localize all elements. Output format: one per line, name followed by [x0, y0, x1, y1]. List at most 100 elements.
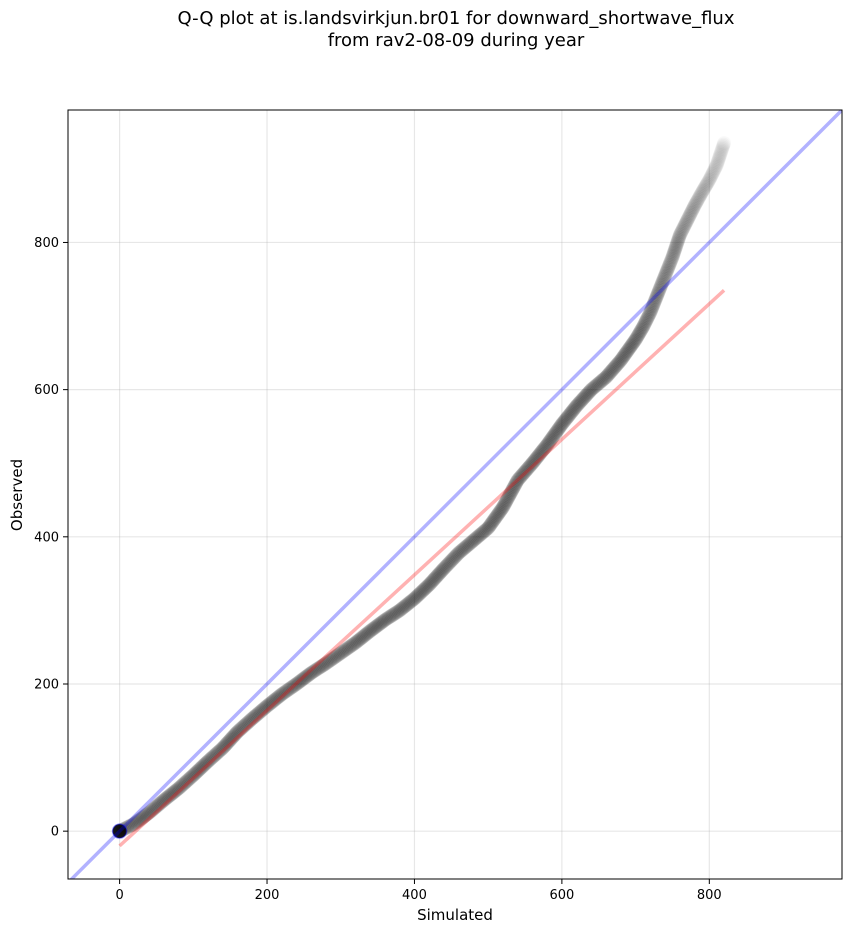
quantile-point: [354, 630, 369, 645]
quantile-point: [565, 403, 580, 418]
quantile-point: [606, 361, 621, 376]
quantile-point: [240, 715, 255, 730]
quantile-point: [131, 814, 146, 829]
quantile-point: [187, 767, 202, 782]
quantile-point: [632, 325, 647, 340]
quantile-point: [578, 389, 593, 404]
quantile-point: [694, 185, 709, 200]
quantile-point: [586, 380, 601, 395]
quantile-point: [691, 191, 706, 206]
quantile-point: [349, 634, 364, 649]
quantile-point: [158, 792, 173, 807]
quantile-point: [413, 586, 428, 601]
quantile-point: [191, 762, 206, 777]
quantile-point: [649, 290, 664, 305]
quantile-point: [455, 542, 470, 557]
quantile-point: [321, 654, 336, 669]
quantile-point: [510, 473, 525, 488]
quantile-point: [619, 345, 634, 360]
quantile-point: [645, 299, 660, 314]
quantile-point: [521, 461, 536, 476]
quantile-point: [663, 256, 677, 271]
quantile-point: [294, 673, 309, 688]
quantile-point: [363, 624, 378, 639]
quantile-point: [344, 638, 359, 653]
quantile-point: [164, 787, 179, 802]
quantile-point: [636, 318, 651, 333]
quantile-point: [155, 794, 170, 809]
quantile-point: [314, 658, 329, 673]
quantile-point: [122, 819, 137, 834]
quantile-point: [553, 419, 568, 434]
quantile-point: [580, 387, 595, 402]
quantile-point: [555, 415, 570, 430]
quantile-point: [641, 308, 656, 323]
quantile-point: [325, 651, 340, 666]
quantile-point: [634, 322, 649, 337]
quantile-point: [500, 491, 515, 506]
quantile-point: [272, 689, 287, 704]
quantile-point: [190, 763, 205, 778]
quantile-point: [295, 672, 310, 687]
quantile-point: [201, 754, 216, 769]
quantile-point: [614, 351, 629, 366]
quantile-point: [452, 544, 467, 559]
quantile-point: [674, 225, 689, 240]
quantile-point: [423, 576, 438, 591]
quantile-point: [428, 570, 443, 585]
quantile-point: [284, 680, 299, 695]
quantile-point: [429, 569, 444, 584]
quantile-point: [304, 665, 319, 680]
quantile-point: [396, 600, 411, 615]
quantile-point: [398, 598, 413, 613]
quantile-point: [383, 609, 398, 624]
quantile-point: [289, 676, 304, 691]
quantile-point: [660, 262, 675, 277]
quantile-point: [567, 401, 582, 416]
quantile-point: [390, 605, 405, 620]
quantile-point: [568, 400, 583, 415]
quantile-point: [400, 597, 415, 612]
quantile-point: [689, 195, 704, 210]
quantile-point: [690, 192, 705, 207]
quantile-point: [350, 633, 365, 648]
quantile-point: [659, 263, 674, 278]
quantile-point: [675, 222, 690, 237]
quantile-point: [522, 459, 537, 474]
quantile-point: [658, 268, 673, 283]
quantile-point: [668, 241, 683, 256]
quantile-point: [186, 768, 201, 783]
quantile-point: [513, 469, 528, 484]
quantile-point: [262, 697, 277, 712]
quantile-point: [134, 811, 149, 826]
quantile-point: [664, 253, 679, 268]
quantile-point: [213, 743, 228, 758]
quantile-point: [507, 478, 522, 493]
quantile-point: [650, 288, 665, 303]
quantile-point: [239, 717, 254, 732]
quantile-point: [459, 539, 474, 554]
quantile-point: [355, 629, 370, 644]
quantile-point: [153, 796, 168, 811]
quantile-point: [562, 407, 577, 422]
quantile-point: [527, 453, 542, 468]
quantile-point: [381, 610, 396, 625]
quantile-point: [176, 777, 191, 792]
quantile-point: [486, 513, 501, 528]
quantile-point: [303, 666, 318, 681]
quantile-point: [703, 171, 718, 186]
quantile-point: [626, 335, 641, 350]
quantile-point: [386, 607, 401, 622]
quantile-point: [682, 208, 697, 223]
quantile-point: [401, 596, 416, 611]
quantile-point: [451, 546, 466, 561]
origin-point-ring: [111, 823, 128, 839]
quantile-point: [132, 813, 147, 828]
quantile-point: [475, 526, 490, 541]
quantile-point: [647, 294, 662, 309]
quantile-point: [148, 800, 163, 815]
quantile-point: [618, 346, 633, 361]
quantile-point: [700, 175, 715, 190]
quantile-point: [603, 365, 618, 380]
quantile-point: [215, 741, 230, 756]
